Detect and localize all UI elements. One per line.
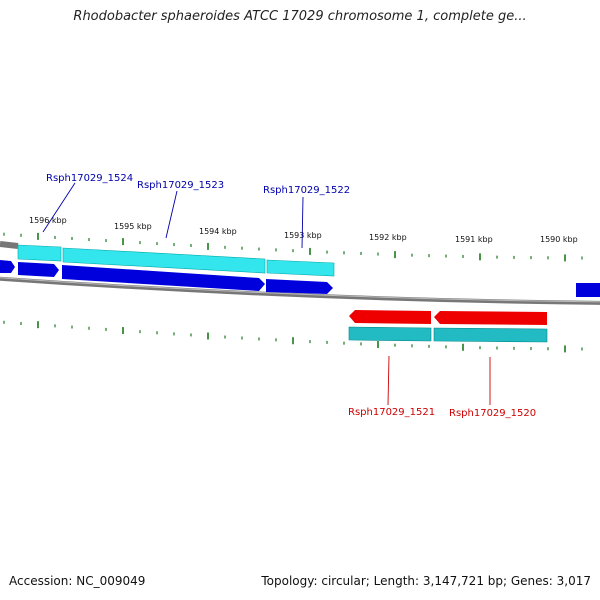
- kbp-tick-label: 1594 kbp: [199, 227, 237, 236]
- map-title: Rhodobacter sphaeroides ATCC 17029 chrom…: [73, 9, 527, 24]
- gene-arrow-left-edge[interactable]: [0, 260, 15, 273]
- gene-labels: Rsph17029_1524 Rsph17029_1523 Rsph17029_…: [46, 173, 536, 419]
- gene-label-1520[interactable]: Rsph17029_1520: [449, 408, 536, 419]
- gene-arrow-1522[interactable]: [266, 279, 333, 294]
- cds-feature-1523[interactable]: [62, 247, 266, 274]
- gene-label-1522[interactable]: Rsph17029_1522: [263, 185, 350, 196]
- kbp-tick-label: 1596 kbp: [29, 216, 67, 225]
- gene-arrow-1524[interactable]: [18, 262, 59, 277]
- gene-label-1524[interactable]: Rsph17029_1524: [46, 173, 133, 184]
- callout-line-1524: [42, 182, 76, 233]
- kbp-tick-label: 1593 kbp: [284, 231, 322, 240]
- kbp-scale: 1596 kbp 1595 kbp 1594 kbp 1593 kbp 1592…: [29, 216, 578, 244]
- gene-arrow-1523[interactable]: [62, 265, 265, 291]
- lower-tick-ring: [3, 320, 583, 353]
- kbp-tick-label: 1595 kbp: [114, 222, 152, 231]
- kbp-tick-label: 1590 kbp: [540, 235, 578, 244]
- chromosome-backbone: [0, 276, 600, 305]
- chromosome-backbone-highlight: [0, 277, 600, 303]
- forward-gene-track: [0, 260, 600, 297]
- cds-feature-1522[interactable]: [266, 259, 335, 277]
- cds-feature-1524[interactable]: [17, 244, 62, 262]
- gene-arrow-1520[interactable]: [434, 311, 547, 325]
- kbp-tick-label: 1591 kbp: [455, 235, 493, 244]
- outer-ring-stub: [0, 241, 19, 249]
- gene-callouts: [42, 182, 491, 406]
- cds-feature-1521[interactable]: [348, 326, 432, 342]
- forward-cds-track: [17, 244, 335, 277]
- accession-text: Accession: NC_009049: [9, 574, 146, 588]
- cds-feature-1520[interactable]: [433, 327, 548, 343]
- gene-arrow-1521[interactable]: [349, 310, 431, 324]
- kbp-tick-label: 1592 kbp: [369, 233, 407, 242]
- callout-line-1522: [301, 196, 304, 249]
- gene-label-1521[interactable]: Rsph17029_1521: [348, 407, 435, 418]
- gene-arrow-right-edge[interactable]: [576, 283, 600, 297]
- callout-line-1523: [165, 190, 178, 239]
- reverse-gene-track: [349, 310, 547, 325]
- callout-line-1521: [387, 355, 390, 406]
- gene-label-1523[interactable]: Rsph17029_1523: [137, 180, 224, 191]
- reverse-cds-track: [348, 326, 548, 343]
- upper-tick-ring: [3, 232, 583, 262]
- genome-summary-text: Topology: circular; Length: 3,147,721 bp…: [261, 574, 591, 588]
